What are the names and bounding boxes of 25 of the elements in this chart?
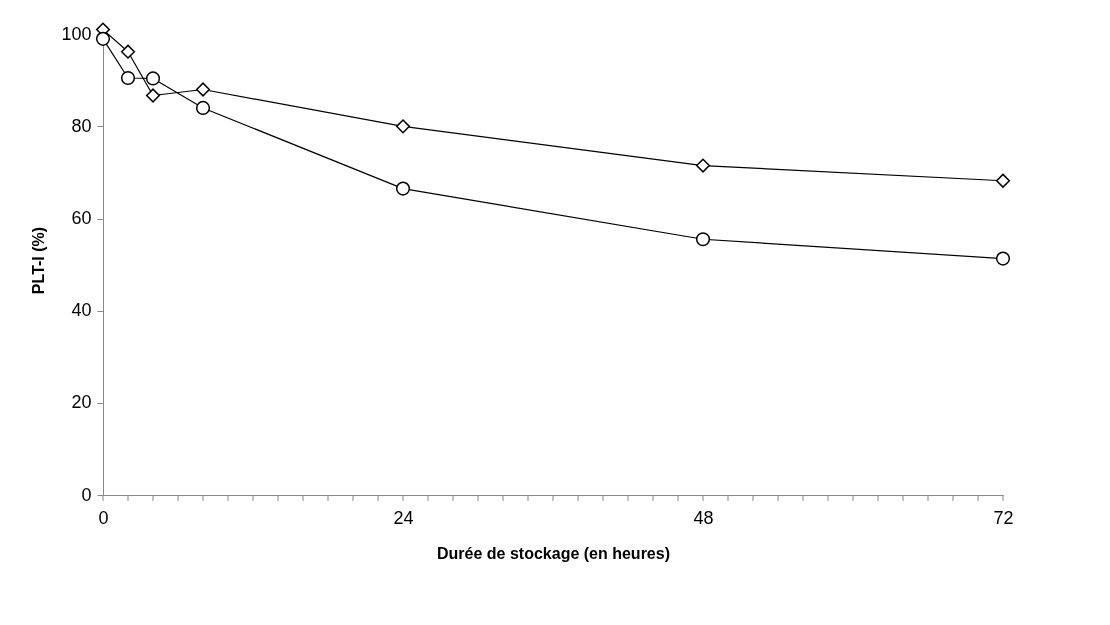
- point: [120, 70, 136, 86]
- point: [395, 119, 411, 134]
- x-tick-label: 72: [993, 507, 1014, 528]
- y-tick-label: 60: [71, 208, 92, 229]
- point: [395, 181, 411, 196]
- x-tick-label: 24: [393, 507, 414, 528]
- y-axis-title: PLT-I (%): [30, 226, 48, 295]
- x-tick-label: 48: [693, 507, 714, 528]
- point: [145, 88, 161, 103]
- y-tick-label: 80: [71, 115, 92, 136]
- point: [195, 82, 211, 97]
- point: [195, 100, 211, 115]
- point: [995, 251, 1011, 266]
- y-tick-label: 0: [81, 484, 92, 505]
- point: [120, 44, 136, 59]
- y-tick-label: 20: [71, 392, 92, 413]
- point: [145, 71, 161, 86]
- x-tick-label: 0: [98, 507, 109, 528]
- point: [695, 158, 711, 173]
- x-axis-title: Durée de stockage (en heures): [437, 544, 670, 562]
- y-tick-label: 100: [61, 23, 92, 44]
- point: [695, 232, 711, 247]
- point: [995, 173, 1011, 188]
- y-tick-label: 40: [71, 300, 92, 321]
- point: [95, 31, 111, 46]
